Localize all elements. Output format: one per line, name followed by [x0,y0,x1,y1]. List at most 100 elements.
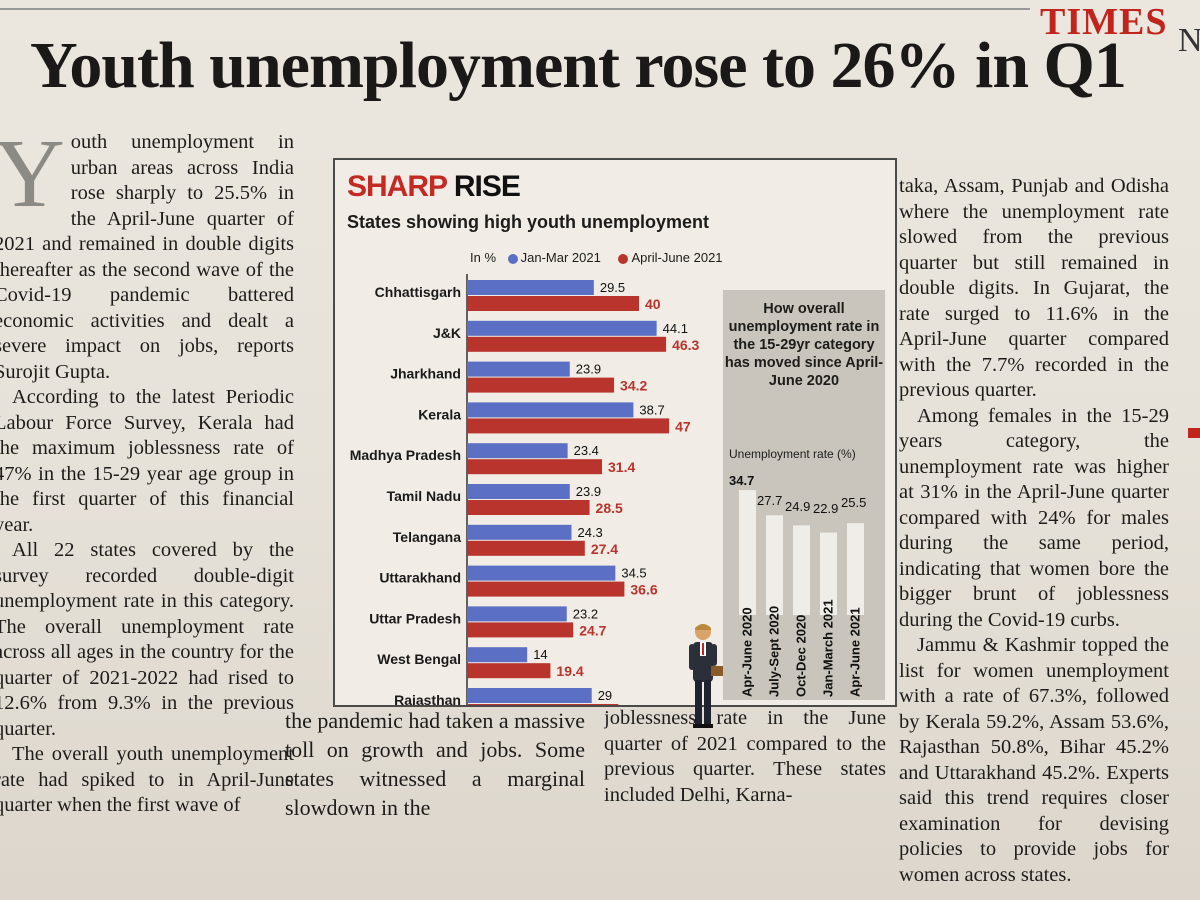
data-label-april-june: 31.4 [608,459,635,475]
left-para-1: outh unemployment in urban areas across … [0,131,294,383]
bar-jan-mar [467,361,570,377]
category-label: Tamil Nadu [387,488,461,504]
legend-swatch-red [618,253,629,264]
data-label-april-june: 19.4 [556,663,583,679]
category-label: Chhattisgarh [375,284,461,300]
masthead: TIMES [1040,1,1168,43]
data-label-april-june: 34.2 [620,378,647,394]
right-para-2: Among females in the 15-29 years categor… [899,404,1169,631]
inset-data-label: 25.5 [841,495,866,510]
category-label: J&K [433,325,461,341]
inset-title: How overall unemployment rate in the 15-… [724,301,884,389]
data-label-jan-mar: 34.5 [621,566,646,581]
unit-label: In % [470,250,497,265]
infographic-subtitle: States showing high youth unemployment [347,212,710,232]
infographic: SHARP RISE States showing high youth une… [333,158,897,728]
inset-category-label: July-Sept 2020 [767,606,782,697]
inset-category-label: Apr-June 2021 [848,607,863,697]
data-label-april-june: 24.7 [579,622,606,638]
bar-april-june [467,663,551,679]
inset-bar [847,523,864,615]
inset-data-label: 22.9 [813,501,838,516]
data-label-jan-mar: 23.2 [573,606,598,621]
bar-jan-mar [467,402,634,418]
data-label-april-june: 35.2 [624,704,651,705]
category-label: Rajasthan [394,692,461,705]
data-label-jan-mar: 23.9 [576,362,601,377]
data-label-april-june: 40 [645,296,661,312]
data-label-jan-mar: 23.9 [576,484,601,499]
legend-swatch-blue [507,253,518,264]
title-black: RISE [453,170,521,203]
inset-panel: How overall unemployment rate in the 15-… [723,290,885,700]
data-label-jan-mar: 14 [533,647,547,662]
bar-jan-mar [467,565,616,581]
category-label: West Bengal [377,651,461,667]
category-label: Uttarakhand [379,570,461,586]
bottom-col1: the pandemic had taken a massive toll on… [285,708,585,820]
bar-april-june [467,418,670,434]
inset-bar [739,490,756,615]
inset-data-label: 24.9 [785,499,810,514]
inset-bar [793,525,810,615]
bar-april-june [467,540,585,556]
bar-april-june [467,581,625,597]
inset-bar [766,515,783,615]
right-column-clip: taka, Assam, Punjab and Odisha where the… [895,170,1177,900]
left-para-4: The overall youth unemployment rate had … [0,743,294,816]
bar-jan-mar [467,320,657,336]
category-label: Kerala [418,406,461,422]
bar-april-june [467,622,574,638]
inset-category-label: Jan-March 2021 [821,599,836,697]
inset-subtitle: Unemployment rate (%) [729,447,856,461]
data-label-jan-mar: 38.7 [639,402,664,417]
far-right-strip [1178,0,1200,900]
bar-april-june [467,336,667,352]
bar-chart: Chhattisgarh 29.5 40 J&K 44.146.3 Jharkhand 23… [350,274,866,705]
left-para-3: All 22 states covered by the survey reco… [0,539,294,740]
bar-jan-mar [467,280,594,295]
bar-april-june [467,296,639,311]
data-label-jan-mar: 23.4 [574,443,599,458]
legend-label-2: April-June 2021 [631,250,723,265]
category-label: Telangana [393,529,461,545]
data-label-jan-mar: 29 [598,688,612,703]
inset-data-label: 27.7 [757,493,782,508]
legend-label-1: Jan-Mar 2021 [520,250,601,265]
infographic-title: SHARP RISE [347,170,521,204]
bottom-col1-clip: the pandemic had taken a massive toll on… [285,704,590,900]
right-column: taka, Assam, Punjab and Odisha where the… [899,174,1169,888]
top-rule [0,8,1030,10]
right-para-1: taka, Assam, Punjab and Odisha where the… [899,175,1169,401]
bar-jan-mar [467,688,592,703]
data-label-april-june: 28.5 [596,500,623,516]
bar-april-june [467,377,615,393]
right-para-3: Jammu & Kashmir topped the list for wome… [899,634,1169,886]
inset-category-label: Apr-June 2020 [740,607,755,697]
bar-jan-mar [467,647,528,663]
bar-april-june [467,704,619,705]
data-label-april-june: 36.6 [630,582,657,598]
masthead-next: N [1178,22,1200,59]
data-label-april-june: 27.4 [591,541,618,557]
bar-jan-mar [467,524,572,540]
category-label: Madhya Pradesh [350,447,461,463]
red-marker [1188,428,1200,438]
bar-jan-mar [467,443,568,459]
bar-april-june [467,459,603,475]
inset-category-label: Oct-Dec 2020 [794,615,809,697]
bar-jan-mar [467,484,570,499]
category-label: Jharkhand [390,366,461,382]
data-label-jan-mar: 44.1 [663,321,688,336]
title-red: SHARP [347,170,447,203]
chart-legend: In % Jan-Mar 2021 April-June 2021 [470,250,723,265]
businessman-figure [689,624,723,728]
data-label-jan-mar: 24.3 [577,525,602,540]
bottom-col2: joblessness rate in the June quarter of … [604,707,886,806]
bar-april-june [467,500,590,515]
data-label-jan-mar: 29.5 [600,280,625,295]
category-label: Uttar Pradesh [369,610,461,626]
